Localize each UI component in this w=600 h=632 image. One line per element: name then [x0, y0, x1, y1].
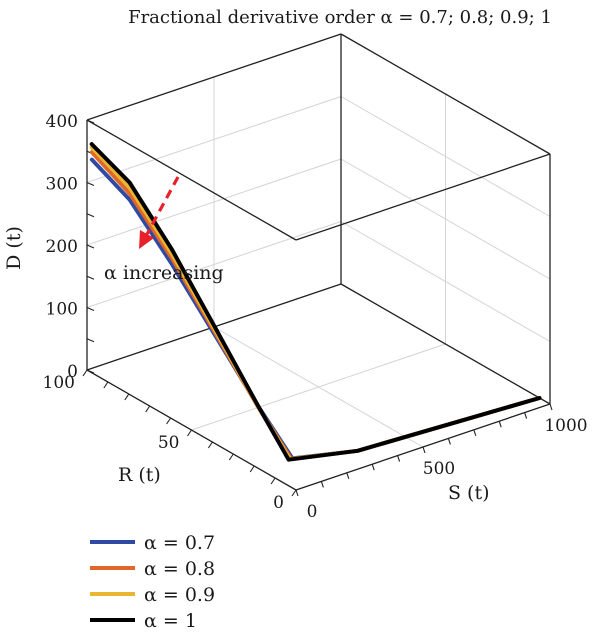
legend-label: α = 1	[144, 610, 197, 632]
box-edge	[295, 153, 551, 241]
box-edge	[340, 33, 551, 155]
z-tick	[86, 275, 95, 280]
x-tick	[524, 412, 528, 419]
x-tick	[498, 421, 502, 428]
z-tick-label: 400	[46, 112, 78, 132]
grid-line	[340, 158, 551, 280]
legend-label: α = 0.8	[144, 558, 215, 580]
legend: α = 0.7 α = 0.8 α = 0.9 α = 1	[90, 532, 215, 632]
z-tick	[86, 181, 95, 187]
z-tick	[86, 338, 95, 343]
series-line	[89, 150, 542, 461]
series-line	[89, 142, 542, 462]
grid-line	[340, 221, 551, 342]
x-tick	[447, 438, 451, 445]
y-tick	[228, 453, 234, 461]
x-tick-label: 1000	[544, 416, 587, 436]
x-tick-label: 0	[307, 502, 318, 522]
z-tick	[86, 369, 95, 374]
chart-title: Fractional derivative order α = 0.7; 0.8…	[128, 7, 552, 28]
series-line	[89, 145, 542, 462]
x-tick	[397, 455, 401, 462]
z-tick-label: 100	[46, 300, 78, 320]
y-tick-label: 100	[43, 373, 75, 393]
z-tick-label: 200	[46, 237, 78, 257]
alpha-increasing-arrow	[139, 176, 180, 249]
box-edge	[86, 33, 342, 121]
grid-line	[86, 221, 342, 308]
y-tick	[207, 441, 213, 449]
y-tick	[166, 417, 172, 425]
legend-label: α = 0.9	[144, 584, 215, 606]
box-edge	[86, 119, 297, 241]
x-axis-label: S (t)	[448, 482, 490, 504]
y-tick	[249, 465, 255, 473]
x-tick	[295, 489, 299, 497]
x-tick	[422, 446, 426, 454]
z-tick-label: 300	[46, 175, 78, 195]
box-edge	[340, 283, 551, 405]
y-tick	[82, 369, 88, 377]
y-tick-label: 50	[158, 433, 180, 453]
grid-line	[86, 158, 342, 246]
grid-line	[340, 96, 551, 217]
legend-label: α = 0.7	[144, 532, 215, 554]
y-tick	[145, 405, 151, 413]
grid-line	[191, 343, 446, 431]
y-tick	[270, 477, 276, 485]
z-tick	[86, 306, 95, 312]
y-tick	[187, 429, 192, 437]
x-tick-label: 500	[423, 459, 455, 479]
series-layer	[89, 142, 542, 462]
z-tick	[86, 119, 95, 124]
y-tick	[291, 489, 297, 497]
z-tick-label: 0	[67, 362, 78, 382]
x-tick	[371, 464, 375, 471]
x-tick	[473, 429, 477, 436]
y-tick-label: 0	[273, 493, 284, 513]
x-tick	[346, 472, 350, 479]
series-line	[89, 157, 542, 461]
z-tick	[86, 213, 95, 218]
x-tick	[320, 481, 324, 488]
grid-line	[86, 96, 342, 183]
y-tick	[103, 381, 109, 389]
x-tick	[549, 403, 553, 411]
z-axis-label: D (t)	[3, 226, 25, 270]
y-axis-label: R (t)	[118, 464, 161, 486]
alpha-increasing-label: α increasing	[104, 262, 224, 284]
y-tick	[124, 393, 130, 401]
z-tick	[86, 244, 95, 249]
